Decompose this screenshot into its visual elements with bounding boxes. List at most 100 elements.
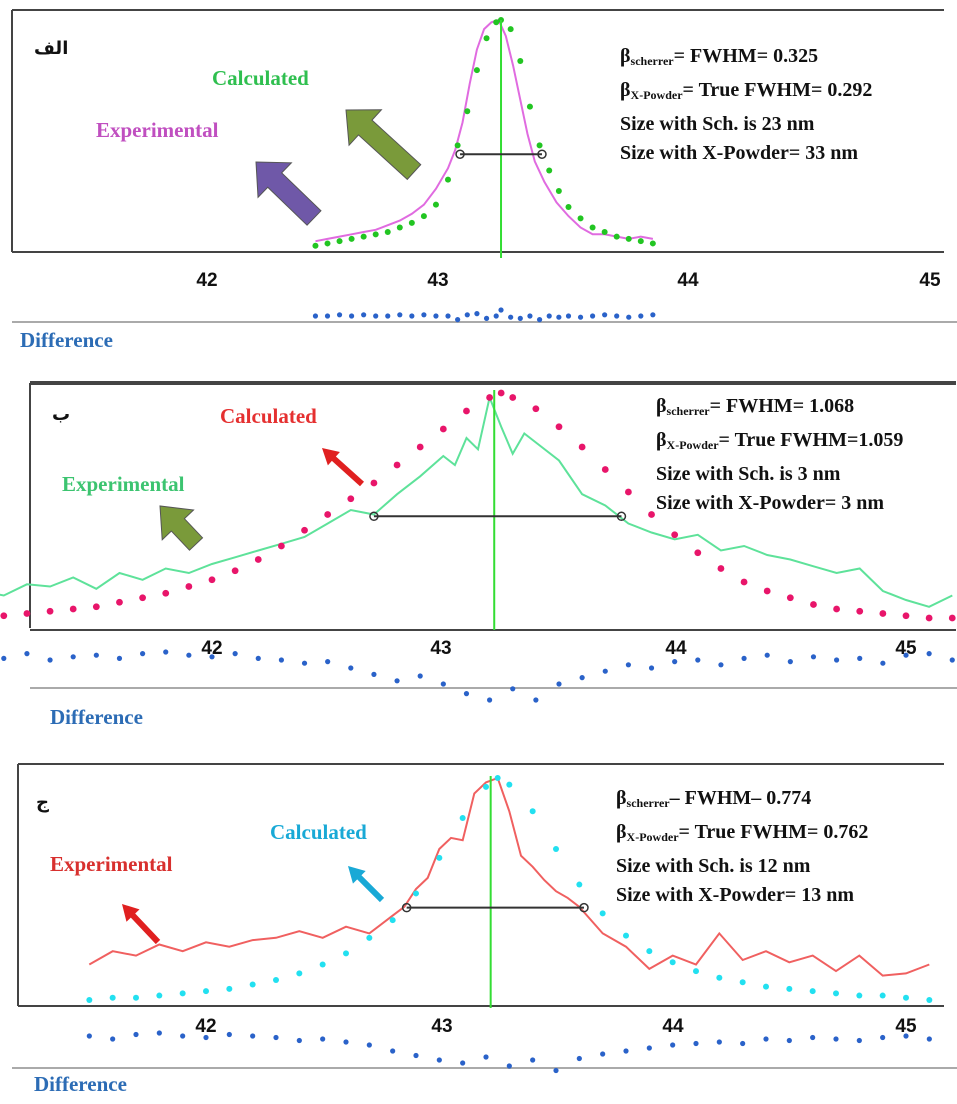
arrow-shape [255,161,322,226]
calculated-point [565,203,572,210]
calculated-point [139,594,147,602]
calculated-point [473,67,480,74]
difference-point [764,652,770,658]
experimental-arrow [159,505,204,551]
calculated-point [637,238,644,245]
experimental-label: Experimental [62,472,185,496]
difference-point [394,678,400,684]
difference-label: Difference [34,1072,127,1096]
calculated-point [483,35,490,42]
difference-point [741,655,747,661]
difference-point [650,312,656,318]
calculated-point [347,495,355,503]
difference-point [440,681,446,687]
calculated-point [116,598,123,606]
difference-point [553,1067,559,1074]
calculated-point [86,997,93,1003]
calculated-point [370,479,378,487]
calculated-point [324,511,332,518]
calculated-point [536,142,543,149]
chart-panel-c: 42 43 44 45 ج Calculated Experimental Diffe… [0,754,957,1104]
difference-point [646,1045,652,1051]
difference-point [278,657,284,663]
difference-point [47,657,53,663]
x-tick-label: 45 [895,638,917,659]
calculated-point [646,948,653,955]
difference-point [533,697,539,703]
difference-point [638,313,644,319]
difference-point [614,313,620,319]
experimental-label: Experimental [96,118,219,142]
difference-point [460,1060,466,1066]
calculated-arrow [345,109,422,181]
difference-point [590,313,596,319]
difference-point [648,665,655,671]
arrow-shape [122,904,161,945]
difference-point [445,313,451,319]
difference-point [517,315,523,321]
difference-point [348,665,354,671]
calculated-point [464,108,471,115]
difference-point [163,649,169,655]
x-tick-label: 43 [427,270,448,291]
difference-point [787,659,793,665]
calculated-point [555,423,563,431]
difference-point [602,312,608,318]
experimental-arrow [122,904,161,945]
calculated-point [231,567,239,575]
difference-point [156,1030,162,1036]
experimental-label: Experimental [50,852,173,876]
arrow-shape [347,865,385,903]
calculated-point [740,578,748,586]
difference-point [810,654,817,660]
beta-scherrer-line: βscherrer= FWHM= 0.325 [620,45,819,68]
chart-svg-a: 42 43 44 45 [11,9,957,323]
difference-point [70,654,76,660]
difference-point [926,1036,932,1042]
difference-point [203,1034,209,1041]
calculated-point [46,607,54,615]
calculated-series [0,389,956,622]
difference-point [140,651,146,657]
calculated-point [23,610,31,617]
difference-point [483,1054,489,1060]
difference-point [672,659,678,665]
info-block: βscherrer= FWHM= 0.325 βX-Powder= True F… [620,42,872,168]
difference-point [740,1040,746,1047]
x-tick-label: 45 [895,1016,917,1037]
difference-point [577,314,584,320]
difference-point [600,1051,606,1057]
calculated-point [384,229,391,236]
calculated-point [324,240,331,247]
difference-label: Difference [50,705,143,729]
calculated-point [623,932,629,939]
difference-point [506,1063,512,1069]
difference-point [527,313,533,319]
difference-point [857,655,863,661]
calculated-point [649,240,656,247]
difference-point [602,668,608,674]
difference-point [623,1048,629,1054]
difference-point [385,313,391,319]
difference-point [695,657,701,663]
difference-point [116,655,123,661]
calculated-point [833,990,839,997]
info-block: βscherrer– FWHM– 0.774 βX-Powder= True F… [616,784,868,910]
experimental-arrow [255,161,322,226]
beta-scherrer-line: βscherrer– FWHM– 0.774 [616,787,812,810]
calculated-point [517,58,524,65]
difference-point [856,1037,862,1044]
chart-panel-b: 42 43 44 45 ب Calculated Experimental Diffe… [0,368,957,744]
calculated-point [273,977,279,984]
calculated-point [546,167,553,174]
difference-point [325,659,331,665]
difference-point [361,312,367,318]
calculated-point [185,583,193,590]
calculated-point [739,979,746,986]
calculated-point [648,511,655,518]
chart-svg-c: 42 43 44 45 [12,763,957,1074]
beta-xpowder-line: βX-Powder= True FWHM= 0.292 [620,79,873,102]
calculated-point [625,235,632,242]
calculated-point [162,589,170,597]
calculated-point [389,917,396,924]
